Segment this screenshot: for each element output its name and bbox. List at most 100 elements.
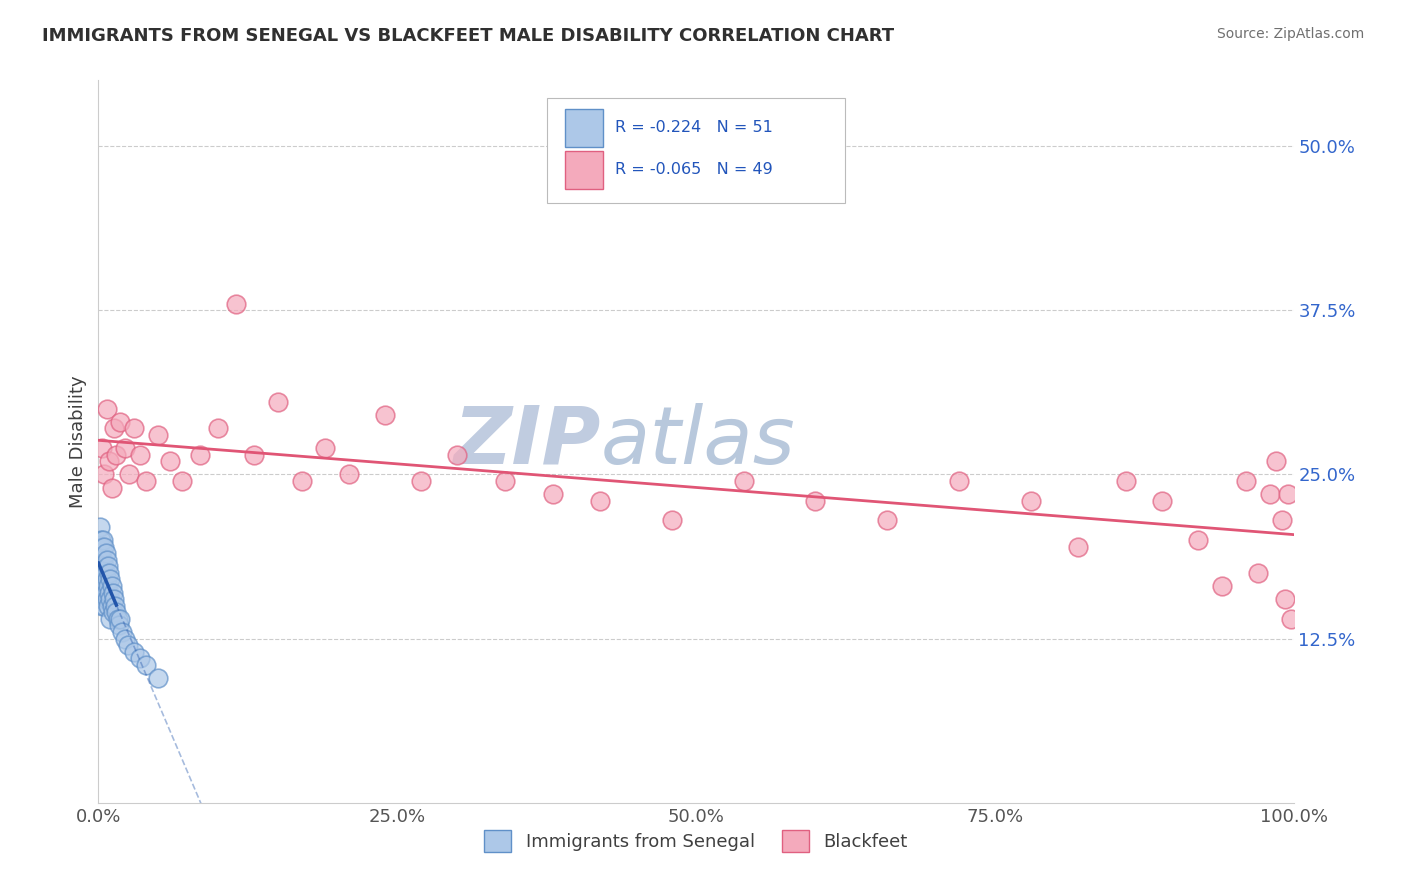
Point (135, 474, 157, 488)
Point (374, 409, 396, 423)
Point (98, 585, 121, 599)
Point (339, 467, 361, 482)
Point (135, 657, 157, 672)
Point (90, 553, 112, 567)
Point (107, 618, 129, 632)
Point (103, 421, 125, 435)
Point (93, 599, 115, 613)
FancyBboxPatch shape (565, 109, 603, 147)
Point (98, 612, 122, 626)
Point (411, 474, 433, 488)
Point (159, 454, 181, 468)
Point (172, 474, 194, 488)
Point (91, 533, 114, 547)
Point (90, 573, 112, 587)
Point (100, 481, 122, 495)
Point (1274, 592, 1296, 607)
Point (148, 671, 170, 685)
Point (93, 540, 115, 554)
Point (129, 448, 152, 462)
Point (1152, 493, 1174, 508)
Point (804, 493, 827, 508)
Point (129, 651, 152, 665)
Point (105, 605, 128, 619)
Text: IMMIGRANTS FROM SENEGAL VS BLACKFEET MALE DISABILITY CORRELATION CHART: IMMIGRANTS FROM SENEGAL VS BLACKFEET MAL… (42, 27, 894, 45)
Point (96, 401, 118, 416)
Point (98, 454, 121, 468)
Point (97, 599, 120, 613)
Point (91, 599, 114, 613)
Point (1247, 566, 1270, 580)
Point (114, 441, 136, 455)
Point (291, 474, 314, 488)
Point (114, 632, 136, 646)
Point (91, 573, 114, 587)
Point (117, 638, 139, 652)
Point (101, 585, 124, 599)
Point (494, 474, 516, 488)
Point (104, 599, 127, 613)
Point (87, 553, 110, 567)
Point (876, 513, 898, 527)
Point (98, 592, 122, 607)
Text: R = -0.065   N = 49: R = -0.065 N = 49 (614, 162, 772, 178)
Point (105, 448, 128, 462)
Point (1211, 579, 1233, 593)
Point (91, 441, 114, 455)
Point (267, 395, 290, 409)
Point (96, 573, 118, 587)
Legend: Immigrants from Senegal, Blackfeet: Immigrants from Senegal, Blackfeet (477, 822, 915, 859)
Point (98, 566, 121, 580)
Point (91, 592, 114, 607)
Point (93, 467, 115, 482)
Point (118, 467, 141, 482)
Text: atlas: atlas (600, 402, 796, 481)
Point (1258, 487, 1281, 501)
Point (541, 487, 564, 501)
Point (108, 415, 131, 429)
Point (446, 448, 468, 462)
Point (111, 625, 134, 640)
Point (315, 441, 337, 455)
Y-axis label: Male Disability: Male Disability (69, 376, 87, 508)
Point (1019, 493, 1042, 508)
Point (1234, 474, 1257, 488)
Point (100, 579, 122, 593)
Point (91, 553, 114, 567)
FancyBboxPatch shape (565, 151, 603, 189)
Point (1067, 540, 1090, 554)
Text: R = -0.224   N = 51: R = -0.224 N = 51 (614, 120, 772, 136)
Point (96, 592, 118, 607)
Text: ZIP: ZIP (453, 402, 600, 481)
Point (91, 579, 114, 593)
Point (243, 448, 266, 462)
Point (124, 421, 146, 435)
Point (1277, 487, 1299, 501)
Point (207, 421, 229, 435)
Point (93, 579, 115, 593)
Point (124, 645, 146, 659)
Point (90, 592, 112, 607)
Point (589, 493, 612, 508)
Point (91, 559, 114, 574)
Point (97, 559, 120, 574)
Point (94, 566, 117, 580)
Point (107, 612, 129, 626)
Point (89, 546, 111, 560)
Point (89, 566, 111, 580)
Point (103, 592, 125, 607)
Point (90, 533, 112, 547)
Point (733, 474, 755, 488)
Point (188, 448, 211, 462)
Point (1115, 474, 1137, 488)
Point (91, 540, 114, 554)
Point (97, 579, 120, 593)
Point (89, 520, 111, 534)
FancyBboxPatch shape (547, 98, 845, 203)
Point (94, 546, 117, 560)
Point (1271, 513, 1294, 527)
Point (1264, 454, 1286, 468)
Point (93, 559, 115, 574)
Point (661, 513, 683, 527)
Point (148, 428, 170, 442)
